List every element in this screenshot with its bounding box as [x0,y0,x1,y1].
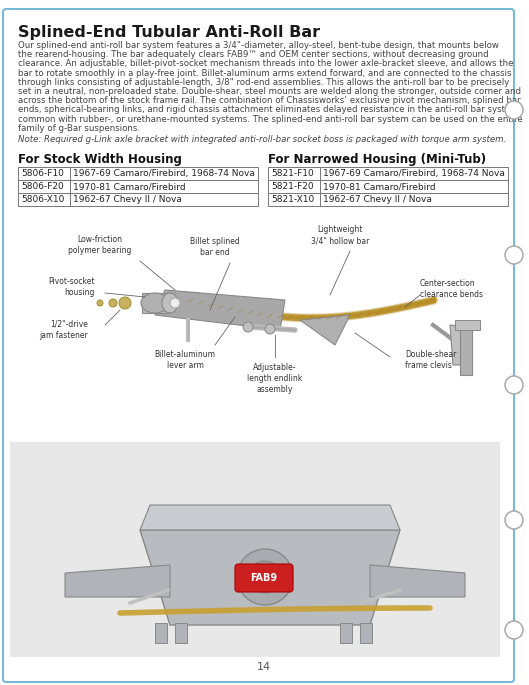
Ellipse shape [141,293,169,313]
Circle shape [505,101,523,119]
Text: set in a neutral, non-preloaded state. Double-shear, steel mounts are welded alo: set in a neutral, non-preloaded state. D… [18,87,521,96]
Polygon shape [450,325,468,365]
Circle shape [119,297,131,309]
Bar [360,623,372,643]
Text: across the bottom of the stock frame rail. The combination of Chassisworks’ excl: across the bottom of the stock frame rai… [18,96,521,105]
Circle shape [505,621,523,639]
Text: clearance. An adjustable, billet-pivot-socket mechanism threads into the lower a: clearance. An adjustable, billet-pivot-s… [18,60,514,68]
Text: FAB9: FAB9 [250,573,278,583]
Text: 1/2"-drive
jam fastener: 1/2"-drive jam fastener [39,320,88,340]
Circle shape [237,549,293,605]
Circle shape [170,298,180,308]
Bar [460,325,472,375]
Circle shape [249,561,281,593]
Text: 5806-F20: 5806-F20 [21,182,64,191]
Text: For Stock Width Housing: For Stock Width Housing [18,153,182,166]
Circle shape [243,322,253,332]
Text: bar to rotate smoothly in a play-free joint. Billet-aluminum arms extend forward: bar to rotate smoothly in a play-free jo… [18,68,512,77]
Text: Double-shear
frame clevis: Double-shear frame clevis [405,350,457,370]
Text: Our splined-end anti-roll bar system features a 3/4"-diameter, alloy-steel, bent: Our splined-end anti-roll bar system fea… [18,41,499,50]
Text: For Narrowed Housing (Mini-Tub): For Narrowed Housing (Mini-Tub) [268,153,486,166]
Text: Center-section
clearance bends: Center-section clearance bends [420,279,483,299]
Circle shape [505,246,523,264]
Text: 1967-69 Camaro/Firebird, 1968-74 Nova: 1967-69 Camaro/Firebird, 1968-74 Nova [73,169,255,178]
Polygon shape [155,290,285,330]
Text: family of g-Bar suspensions.: family of g-Bar suspensions. [18,124,140,133]
Text: 1962-67 Chevy II / Nova: 1962-67 Chevy II / Nova [323,195,432,204]
Text: Note: Required g-Link axle bracket with integrated anti-roll-bar socket boss is : Note: Required g-Link axle bracket with … [18,135,506,144]
Bar [18,167,258,180]
Bar [18,180,258,193]
FancyBboxPatch shape [3,9,514,682]
Text: Pivot-socket
housing: Pivot-socket housing [49,277,95,297]
Polygon shape [370,565,465,597]
Text: Billet splined
bar end: Billet splined bar end [190,237,240,257]
Bar [175,623,187,643]
Text: common with rubber-, or urethane-mounted systems. The splined-end anti-roll bar : common with rubber-, or urethane-mounted… [18,114,523,123]
Bar [268,193,508,206]
Text: Billet-aluminum
lever arm: Billet-aluminum lever arm [154,350,215,370]
Circle shape [265,324,275,334]
Text: Lightweight
3/4" hollow bar: Lightweight 3/4" hollow bar [311,225,369,245]
Bar [268,167,508,180]
Text: 1970-81 Camaro/Firebird: 1970-81 Camaro/Firebird [73,182,186,191]
Circle shape [505,511,523,529]
Text: 5821-F20: 5821-F20 [271,182,314,191]
Circle shape [97,300,103,306]
Text: 5806-X10: 5806-X10 [21,195,65,204]
Bar [268,180,508,193]
Text: the rearend-housing. The bar adequately clears FAB9™ and OEM center sections, wi: the rearend-housing. The bar adequately … [18,50,489,59]
Bar [10,442,500,657]
FancyBboxPatch shape [235,564,293,592]
Ellipse shape [162,293,178,313]
Polygon shape [65,565,170,597]
Bar [155,623,167,643]
Circle shape [505,376,523,394]
Polygon shape [300,315,350,345]
Bar [10,235,500,440]
Text: 1967-69 Camaro/Firebird, 1968-74 Nova: 1967-69 Camaro/Firebird, 1968-74 Nova [323,169,505,178]
Text: Splined-End Tubular Anti-Roll Bar: Splined-End Tubular Anti-Roll Bar [18,25,320,40]
Text: 5821-X10: 5821-X10 [271,195,314,204]
Circle shape [109,299,117,307]
Text: 14: 14 [257,662,271,672]
Text: through links consisting of adjustable-length, 3/8" rod-end assemblies. This all: through links consisting of adjustable-l… [18,78,509,87]
Bar [18,193,258,206]
Polygon shape [140,505,400,530]
Text: 5821-F10: 5821-F10 [271,169,314,178]
Text: Adjustable-
length endlink
assembly: Adjustable- length endlink assembly [248,363,303,394]
Text: 1962-67 Chevy II / Nova: 1962-67 Chevy II / Nova [73,195,182,204]
Text: 5806-F10: 5806-F10 [21,169,64,178]
Text: Low-friction
polymer bearing: Low-friction polymer bearing [68,235,132,255]
Bar [340,623,352,643]
Polygon shape [455,320,480,330]
Bar [142,293,170,313]
Polygon shape [140,530,400,625]
Text: 1970-81 Camaro/Firebird: 1970-81 Camaro/Firebird [323,182,435,191]
Text: ends, spherical-bearing links, and rigid chassis attachment eliminates delayed r: ends, spherical-bearing links, and rigid… [18,105,522,114]
